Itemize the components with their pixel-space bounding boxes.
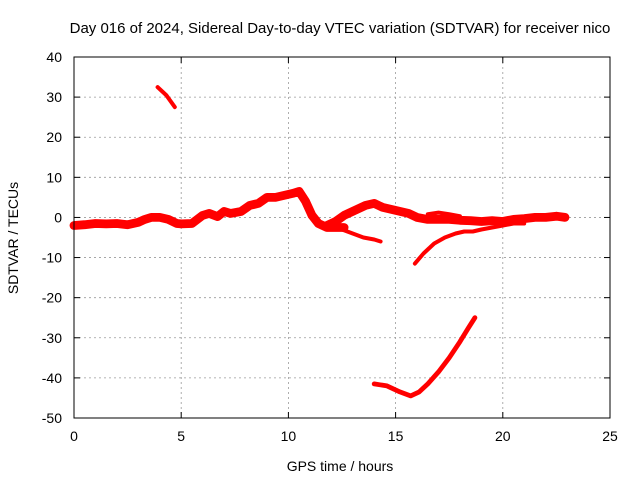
y-tick-label: -40 [42,370,62,386]
x-tick-label: 5 [177,428,185,444]
series-track-4 [155,85,177,110]
series-track-5 [412,221,527,266]
chart-title: Day 016 of 2024, Sidereal Day-to-day VTE… [70,20,611,37]
y-tick-label: 0 [54,209,62,225]
y-tick-label: 40 [46,49,62,65]
y-tick-label: -30 [42,330,62,346]
data-series [69,85,570,399]
x-tick-label: 25 [602,428,618,444]
y-tick-label: 10 [46,169,62,185]
x-tick-label: 10 [281,428,297,444]
x-tick-label: 20 [495,428,511,444]
x-tick-label: 15 [388,428,404,444]
y-tick-label: -20 [42,290,62,306]
y-tick-label: 30 [46,89,62,105]
series-track-7 [425,210,462,219]
y-tick-label: -10 [42,250,62,266]
series-track-6 [371,315,478,399]
x-axis-label: GPS time / hours [287,458,394,474]
grid-lines [74,57,610,418]
x-tick-label: 0 [70,428,78,444]
y-tick-label: 20 [46,129,62,145]
axis-ticks: 0 5 10 15 20 25 -50 -40 -30 -20 -10 0 10 20 30 40 [42,49,618,444]
y-tick-label: -50 [42,410,62,426]
series-track-3 [340,227,383,244]
y-axis-label: SDTVAR / TECUs [5,182,21,294]
series-track-1 [69,187,349,232]
series-track-2 [322,199,570,230]
plot-frame [73,56,611,419]
